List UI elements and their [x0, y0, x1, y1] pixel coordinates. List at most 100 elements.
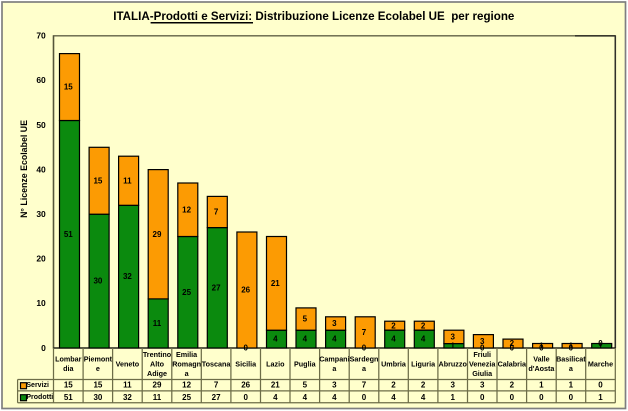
svg-text:4: 4 — [303, 393, 308, 402]
svg-text:50: 50 — [36, 120, 46, 130]
svg-text:0: 0 — [41, 343, 46, 353]
svg-text:30: 30 — [93, 393, 102, 402]
svg-text:Adige: Adige — [147, 369, 167, 378]
svg-text:3: 3 — [450, 333, 455, 342]
svg-text:15: 15 — [93, 176, 102, 185]
svg-text:15: 15 — [93, 380, 102, 389]
svg-text:1: 1 — [569, 341, 574, 350]
svg-text:10: 10 — [36, 298, 46, 308]
svg-text:Calabria: Calabria — [498, 359, 527, 368]
svg-text:26: 26 — [241, 380, 250, 389]
svg-text:11: 11 — [123, 176, 132, 185]
svg-text:1: 1 — [539, 341, 544, 350]
svg-text:Abruzzo: Abruzzo — [439, 359, 468, 368]
svg-text:2: 2 — [510, 380, 515, 389]
svg-text:4: 4 — [303, 335, 308, 344]
svg-text:51: 51 — [64, 393, 73, 402]
svg-text:Lombar: Lombar — [55, 355, 82, 364]
svg-text:30: 30 — [93, 277, 102, 286]
svg-text:7: 7 — [214, 380, 219, 389]
svg-text:4: 4 — [391, 393, 396, 402]
svg-text:1: 1 — [450, 393, 455, 402]
svg-text:Veneto: Veneto — [116, 359, 140, 368]
svg-text:Puglia: Puglia — [294, 359, 317, 368]
svg-text:3: 3 — [332, 380, 337, 389]
svg-text:4: 4 — [332, 335, 337, 344]
svg-text:11: 11 — [153, 393, 162, 402]
svg-text:0: 0 — [362, 393, 367, 402]
svg-text:12: 12 — [182, 380, 191, 389]
svg-text:26: 26 — [241, 286, 250, 295]
svg-text:3: 3 — [480, 380, 485, 389]
svg-text:Alto: Alto — [150, 359, 165, 368]
svg-text:Friuli: Friuli — [473, 350, 491, 359]
svg-text:40: 40 — [36, 164, 46, 174]
svg-text:Valle: Valle — [533, 355, 549, 364]
svg-text:15: 15 — [64, 380, 73, 389]
svg-text:0: 0 — [598, 380, 603, 389]
svg-text:0: 0 — [539, 393, 544, 402]
svg-text:0: 0 — [598, 339, 603, 348]
svg-text:a: a — [362, 364, 367, 373]
svg-text:Toscana: Toscana — [202, 359, 232, 368]
svg-text:15: 15 — [64, 83, 73, 92]
svg-text:1: 1 — [539, 380, 544, 389]
svg-text:3: 3 — [332, 319, 337, 328]
svg-text:1: 1 — [598, 341, 603, 350]
svg-text:0: 0 — [480, 393, 485, 402]
svg-text:Sicilia: Sicilia — [235, 359, 257, 368]
svg-text:7: 7 — [362, 328, 367, 337]
svg-text:Prodotti: Prodotti — [26, 394, 53, 401]
svg-text:2: 2 — [391, 380, 396, 389]
svg-text:3: 3 — [450, 380, 455, 389]
svg-text:4: 4 — [421, 393, 426, 402]
svg-text:Venezia: Venezia — [469, 359, 496, 368]
svg-text:30: 30 — [36, 209, 46, 219]
svg-text:Marche: Marche — [588, 359, 613, 368]
svg-text:21: 21 — [271, 380, 280, 389]
svg-text:4: 4 — [421, 335, 426, 344]
svg-text:4: 4 — [332, 393, 337, 402]
svg-text:51: 51 — [64, 230, 73, 239]
svg-text:Romagn: Romagn — [172, 359, 201, 368]
svg-text:2: 2 — [510, 339, 515, 348]
svg-text:0: 0 — [243, 393, 248, 402]
svg-text:32: 32 — [123, 272, 132, 281]
svg-text:1: 1 — [569, 380, 574, 389]
svg-text:a: a — [569, 364, 574, 373]
svg-text:25: 25 — [182, 393, 191, 402]
svg-text:1: 1 — [450, 341, 455, 350]
svg-text:4: 4 — [273, 393, 278, 402]
svg-text:12: 12 — [182, 205, 191, 214]
svg-text:27: 27 — [212, 283, 221, 292]
svg-text:ITALIA-Prodotti e Servizi: Dis: ITALIA-Prodotti e Servizi: Distribuzione… — [113, 10, 515, 23]
svg-text:3: 3 — [480, 337, 485, 346]
svg-text:Sardegn: Sardegn — [350, 355, 379, 364]
svg-text:Giulia: Giulia — [472, 369, 493, 378]
svg-text:11: 11 — [153, 319, 162, 328]
svg-text:20: 20 — [36, 254, 46, 264]
svg-text:5: 5 — [303, 315, 308, 324]
svg-text:0: 0 — [510, 393, 515, 402]
svg-text:29: 29 — [153, 380, 162, 389]
svg-text:1: 1 — [598, 393, 603, 402]
svg-text:N° Licenze Ecolabel UE: N° Licenze Ecolabel UE — [19, 120, 29, 218]
svg-text:a: a — [332, 364, 337, 373]
svg-text:Lazio: Lazio — [266, 359, 285, 368]
svg-text:4: 4 — [273, 335, 278, 344]
svg-text:Piemont: Piemont — [84, 355, 113, 364]
svg-text:Liguria: Liguria — [411, 359, 436, 368]
svg-text:70: 70 — [36, 31, 46, 41]
svg-text:Servizi: Servizi — [26, 382, 49, 389]
svg-text:Trentino: Trentino — [143, 350, 172, 359]
svg-text:4: 4 — [391, 335, 396, 344]
svg-text:e: e — [96, 364, 100, 373]
svg-text:21: 21 — [271, 279, 280, 288]
svg-text:5: 5 — [303, 380, 308, 389]
svg-text:11: 11 — [123, 380, 132, 389]
svg-text:a: a — [185, 369, 190, 378]
svg-text:Campani: Campani — [319, 355, 349, 364]
svg-text:32: 32 — [123, 393, 132, 402]
svg-text:Umbria: Umbria — [381, 359, 407, 368]
svg-text:7: 7 — [362, 380, 367, 389]
